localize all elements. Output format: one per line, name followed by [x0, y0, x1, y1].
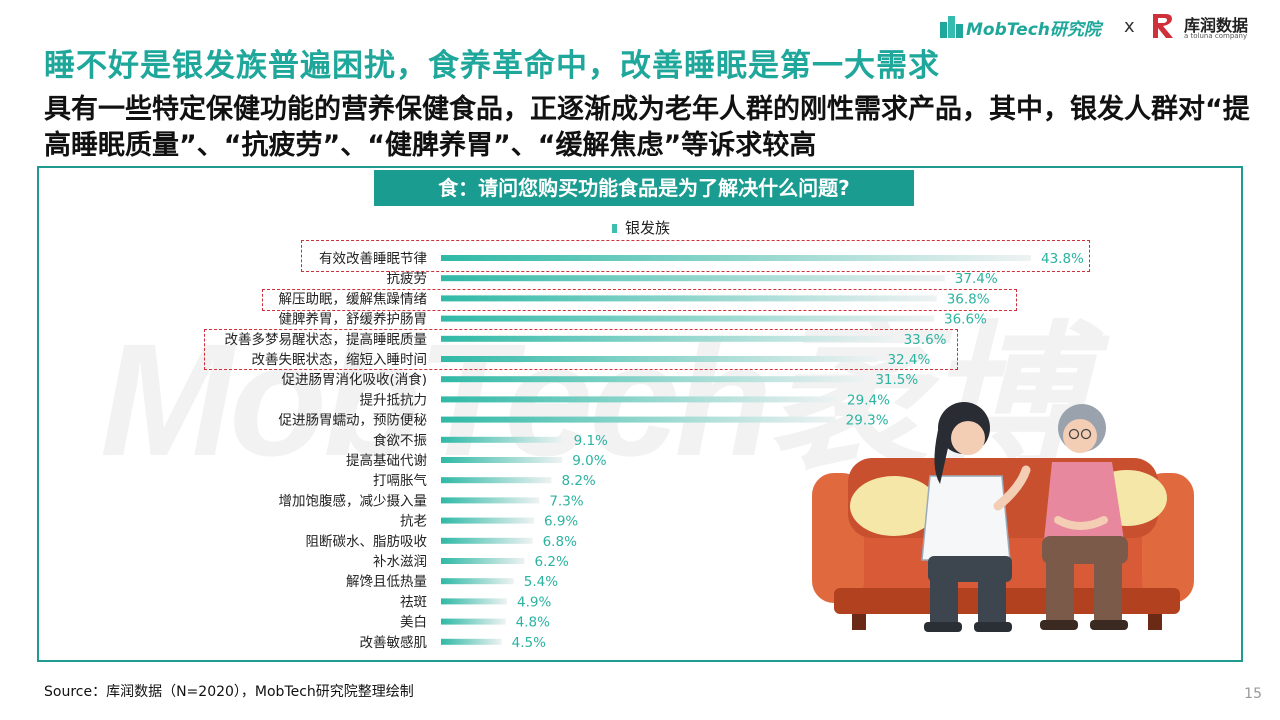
- value-label: 4.9%: [517, 594, 551, 610]
- category-label: 美白: [400, 615, 427, 631]
- bar: [441, 618, 506, 625]
- bar: [441, 315, 935, 322]
- bar: [441, 517, 534, 524]
- value-label: 36.6%: [944, 312, 987, 328]
- value-label: 6.9%: [544, 514, 578, 530]
- source-note: Source：库润数据（N=2020），MobTech研究院整理绘制: [44, 684, 414, 700]
- bar: [441, 497, 540, 504]
- value-label: 33.6%: [904, 332, 947, 348]
- mobtech-logo-text: MobTech研究院: [966, 20, 1101, 40]
- bar: [441, 376, 866, 383]
- category-label: 阻断碳水、脂肪吸收: [306, 534, 428, 550]
- value-label: 32.4%: [887, 352, 930, 368]
- category-label: 抗疲劳: [387, 270, 428, 287]
- category-label: 解压助眠，缓解焦躁情绪: [279, 291, 428, 307]
- logo-area: MobTech研究院 x 库润数据 a toluna company: [940, 10, 1270, 44]
- category-label: 促进肠胃蠕动，预防便秘: [279, 413, 428, 429]
- value-label: 9.0%: [572, 453, 606, 469]
- bar: [441, 436, 564, 443]
- page-title: 睡不好是银发族普遍困扰，食养革命中，改善睡眠是第一大需求: [44, 48, 940, 84]
- category-label: 打嗝胀气: [373, 472, 427, 489]
- category-label: 改善多梦易醒状态，提高睡眠质量: [225, 331, 428, 348]
- bar: [441, 457, 563, 463]
- category-label: 提升抵抗力: [360, 392, 428, 408]
- bar: [441, 295, 937, 302]
- category-label: 提高基础代谢: [346, 452, 427, 469]
- kurun-logo-text: 库润数据: [1184, 16, 1249, 35]
- value-label: 9.1%: [574, 433, 608, 449]
- bar: [441, 416, 836, 423]
- chart-legend: 银发族: [612, 217, 670, 238]
- highlight-box-stress-relief: [262, 289, 1017, 311]
- value-label: 36.8%: [947, 291, 990, 307]
- bar: [441, 638, 502, 645]
- bar: [441, 477, 552, 484]
- highlight-box-sleep-rhythm: [301, 240, 1090, 272]
- category-label: 补水滋润: [373, 554, 427, 570]
- category-label: 改善失眠状态，缩短入睡时间: [252, 352, 428, 368]
- category-label: 改善敏感肌: [360, 634, 428, 651]
- value-label: 31.5%: [875, 372, 918, 388]
- bar: [441, 558, 525, 564]
- highlight-box-sleep-quality: [204, 329, 958, 370]
- category-label: 食欲不振: [373, 432, 427, 449]
- bar: [441, 537, 533, 544]
- page-subtitle: 具有一些特定保健功能的营养保健食品，正逐渐成为老年人群的刚性需求产品，其中，银发…: [44, 94, 1250, 161]
- category-label: 健脾养胃，舒缓养护肠胃: [279, 312, 428, 328]
- mobtech-logo-icon: [940, 16, 963, 38]
- category-label: 促进肠胃消化吸收(消食): [281, 371, 427, 388]
- value-label: 6.8%: [543, 534, 577, 550]
- kurun-logo-icon: [1153, 14, 1173, 38]
- value-label: 29.4%: [847, 392, 890, 408]
- value-label: 5.4%: [524, 574, 558, 590]
- chart-panel: [37, 166, 1243, 662]
- legend-swatch: [612, 224, 617, 233]
- bar: [441, 335, 894, 342]
- bar: [441, 396, 838, 403]
- bar: [441, 598, 508, 605]
- category-label: 有效改善睡眠节律: [319, 251, 427, 267]
- kurun-logo-subtext: a toluna company: [1184, 32, 1248, 40]
- value-label: 6.2%: [535, 554, 569, 570]
- elderly-woman-with-doctor-illustration: [812, 402, 1194, 632]
- bar: [441, 356, 878, 362]
- logo-separator: x: [1124, 16, 1135, 37]
- bar: [441, 255, 1031, 261]
- value-label: 8.2%: [561, 473, 595, 489]
- legend-label: 银发族: [625, 219, 671, 237]
- bar: [441, 275, 945, 282]
- category-label: 解馋且低热量: [346, 574, 427, 590]
- category-label: 祛斑: [400, 594, 427, 610]
- category-label: 抗老: [400, 514, 427, 530]
- bar: [441, 578, 514, 585]
- value-label: 4.8%: [516, 615, 550, 631]
- value-label: 4.5%: [512, 635, 546, 651]
- value-label: 29.3%: [846, 413, 889, 429]
- value-label: 7.3%: [549, 493, 583, 509]
- category-label: 增加饱腹感，减少摄入量: [279, 492, 428, 509]
- question-banner: 食：请问您购买功能食品是为了解决什么问题?: [374, 170, 914, 206]
- page-number: 15: [1244, 686, 1262, 702]
- value-label: 43.8%: [1041, 251, 1084, 267]
- value-label: 37.4%: [955, 271, 998, 287]
